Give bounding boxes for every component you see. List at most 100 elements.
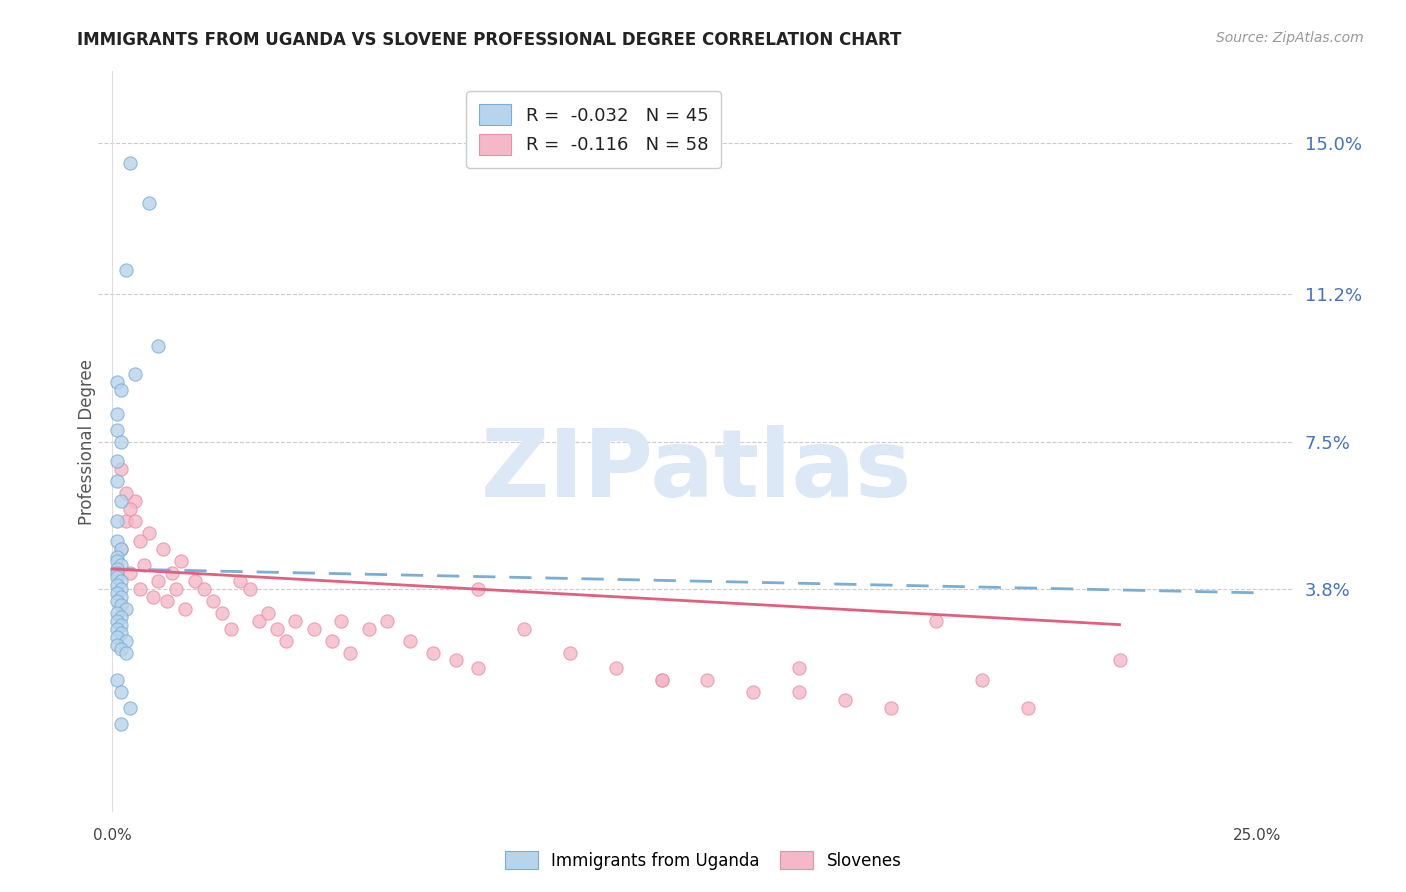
Point (105, 638, 128, 652)
Point (128, 582, 150, 596)
Point (105, 475, 128, 489)
Point (467, 661, 489, 675)
Point (128, 534, 150, 549)
Point (219, 622, 242, 636)
Point (110, 434, 132, 449)
Point (422, 646, 444, 660)
Point (120, 156, 142, 170)
Point (357, 622, 380, 636)
Text: 0.0%: 0.0% (93, 828, 132, 843)
Point (105, 514, 128, 528)
Point (696, 673, 718, 688)
Point (558, 646, 581, 660)
Point (105, 454, 128, 468)
Point (110, 494, 132, 508)
Point (146, 574, 169, 588)
Point (834, 693, 856, 707)
Point (193, 582, 215, 596)
Point (105, 423, 128, 437)
Point (110, 541, 132, 556)
Point (183, 574, 205, 588)
Point (742, 685, 765, 699)
Point (879, 701, 901, 715)
Point (110, 462, 132, 476)
Point (124, 494, 146, 508)
Point (120, 701, 142, 715)
Point (105, 578, 128, 592)
Point (110, 717, 132, 731)
Text: ZIPatlas: ZIPatlas (481, 425, 911, 517)
Point (156, 593, 179, 607)
Point (105, 622, 128, 636)
Point (146, 339, 169, 353)
Point (138, 195, 160, 210)
Point (120, 566, 142, 580)
Point (266, 622, 288, 636)
Point (110, 574, 132, 588)
Point (110, 617, 132, 632)
Text: 25.0%: 25.0% (1233, 828, 1281, 843)
Point (110, 541, 132, 556)
Point (972, 673, 994, 688)
Point (105, 606, 128, 620)
Point (276, 633, 298, 648)
Point (238, 582, 260, 596)
Point (229, 574, 252, 588)
Point (211, 606, 233, 620)
Point (339, 646, 361, 660)
Point (115, 514, 138, 528)
Point (115, 633, 138, 648)
Point (105, 593, 128, 607)
Text: Source: ZipAtlas.com: Source: ZipAtlas.com (1216, 31, 1364, 45)
Point (110, 558, 132, 572)
Point (105, 407, 128, 421)
Point (375, 614, 398, 628)
Point (170, 554, 193, 568)
Point (105, 562, 128, 576)
Point (1108, 653, 1130, 667)
Point (787, 661, 810, 675)
Point (605, 661, 627, 675)
Point (330, 614, 353, 628)
Point (120, 502, 142, 516)
Point (152, 541, 174, 556)
Point (1017, 701, 1039, 715)
Point (105, 534, 128, 549)
Point (110, 598, 132, 612)
Point (124, 367, 146, 381)
Point (247, 614, 270, 628)
Point (201, 593, 224, 607)
Point (110, 685, 132, 699)
Point (467, 582, 489, 596)
Point (110, 582, 132, 596)
Y-axis label: Professional Degree: Professional Degree (79, 359, 96, 524)
Point (105, 554, 128, 568)
Point (651, 673, 673, 688)
Text: IMMIGRANTS FROM UGANDA VS SLOVENE PROFESSIONAL DEGREE CORRELATION CHART: IMMIGRANTS FROM UGANDA VS SLOVENE PROFES… (77, 31, 901, 49)
Point (110, 383, 132, 397)
Point (134, 558, 156, 572)
Point (105, 549, 128, 564)
Point (110, 590, 132, 604)
Point (142, 590, 165, 604)
Point (651, 673, 673, 688)
Point (105, 566, 128, 580)
Legend: R =  -0.032   N = 45, R =  -0.116   N = 58: R = -0.032 N = 45, R = -0.116 N = 58 (465, 92, 721, 168)
Point (115, 263, 138, 277)
Point (444, 653, 467, 667)
Point (105, 614, 128, 628)
Point (115, 601, 138, 615)
Point (321, 633, 343, 648)
Point (165, 582, 187, 596)
Point (398, 633, 420, 648)
Point (513, 622, 536, 636)
Point (124, 514, 146, 528)
Point (105, 630, 128, 644)
Legend: Immigrants from Uganda, Slovenes: Immigrants from Uganda, Slovenes (498, 845, 908, 877)
Point (105, 586, 128, 600)
Point (174, 601, 197, 615)
Point (115, 486, 138, 500)
Point (110, 641, 132, 656)
Point (256, 606, 278, 620)
Point (105, 673, 128, 688)
